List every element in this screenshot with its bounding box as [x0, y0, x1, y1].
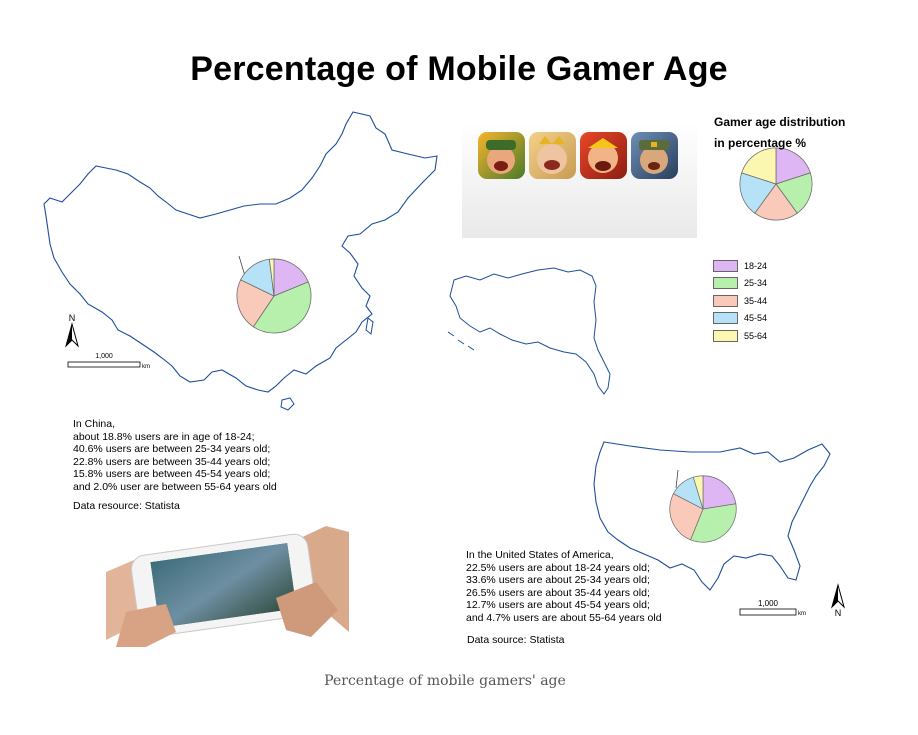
china-line: 22.8% users are between 35-44 years old; — [73, 455, 271, 468]
legend-item-55-64: 55-64 — [713, 327, 813, 345]
legend-swatch — [713, 312, 738, 325]
us-outline — [593, 441, 831, 591]
phone-game-photo — [106, 512, 349, 647]
us-line: In the United States of America, — [466, 549, 614, 561]
legend-item-25-34: 25-34 — [713, 275, 813, 293]
legend-swatch — [713, 277, 738, 290]
aleutian-islands — [447, 331, 475, 351]
china-description: In China, about 18.8% users are in age o… — [73, 418, 333, 494]
china-north-label: N — [69, 313, 76, 323]
legend-title-line2: in percentage % — [714, 136, 807, 150]
us-north-label: N — [835, 608, 842, 618]
china-north-arrow-icon: N — [65, 313, 79, 348]
china-line: about 18.8% users are in age of 18-24; — [73, 430, 255, 443]
hainan-outline — [280, 397, 295, 411]
legend-swatch — [713, 294, 738, 307]
legend-title-line1: Gamer age distribution — [714, 115, 846, 129]
alaska-outline — [449, 267, 611, 395]
china-scale-unit: km — [142, 364, 150, 370]
alaska-map — [447, 267, 611, 395]
pie-slice-55-64 — [692, 475, 704, 510]
us-line: 33.6% users are about 25-34 years old; — [466, 574, 650, 587]
pie-slice-25-34 — [252, 281, 312, 334]
legend-label: 45-54 — [744, 313, 768, 324]
china-scale-bar: 1,000 km — [67, 353, 150, 370]
pie-slice-45-54 — [739, 172, 777, 214]
us-description: In the United States of America, 22.5% u… — [466, 549, 726, 625]
us-scale-bar: 1,000 km — [739, 599, 806, 617]
game-icon-barbarian — [580, 132, 627, 179]
china-map — [43, 111, 438, 411]
pie-slice-18-24 — [702, 475, 737, 510]
pie-slice-55-64 — [268, 258, 275, 297]
china-line: 40.6% users are between 25-34 years old; — [73, 443, 271, 456]
legend-label: 55-64 — [744, 330, 768, 341]
legend-label: 25-34 — [744, 278, 768, 289]
pie-slice-35-44 — [754, 183, 798, 221]
legend-swatch — [713, 329, 738, 342]
game-icon-king — [529, 132, 576, 179]
legend-swatch — [713, 259, 738, 272]
pie-slice-25-34 — [775, 172, 813, 214]
china-data-source: Data resource: Statista — [73, 500, 180, 512]
legend-title: Gamer age distribution in percentage % — [714, 112, 874, 154]
taiwan-outline — [365, 317, 374, 335]
legend-item-45-54: 45-54 — [713, 310, 813, 328]
page-title: Percentage of Mobile Gamer Age — [190, 50, 728, 88]
us-line: 26.5% users are about 35-44 years old; — [466, 586, 650, 599]
pie-slice-18-24 — [775, 147, 811, 185]
legend-item-18-24: 18-24 — [713, 257, 813, 275]
game-icon-soldier — [478, 132, 525, 179]
us-scale-unit: km — [798, 611, 806, 617]
legend-pie-chart — [739, 147, 813, 221]
china-pie-chart — [236, 258, 312, 334]
pie-slice-55-64 — [741, 147, 777, 185]
us-map — [593, 441, 831, 591]
us-data-source: Data source: Statista — [467, 634, 565, 646]
legend-item-35-44: 35-44 — [713, 292, 813, 310]
legend-label: 35-44 — [744, 295, 768, 306]
us-north-arrow-icon: N — [831, 583, 845, 618]
china-scale-label: 1,000 — [95, 353, 113, 360]
pie-slice-18-24 — [273, 258, 309, 297]
pie-slice-35-44 — [669, 493, 704, 541]
us-line: and 4.7% users are about 55-64 years old — [466, 611, 662, 624]
us-pie-chart — [669, 475, 737, 543]
china-line: and 2.0% user are between 55-64 years ol… — [73, 480, 277, 493]
us-scale-label: 1,000 — [758, 599, 779, 608]
china-line: In China, — [73, 418, 116, 430]
legend-label: 18-24 — [744, 260, 768, 271]
china-line: 15.8% users are between 45-54 years old; — [73, 468, 271, 481]
figure-caption: Percentage of mobile gamers' age — [324, 673, 566, 689]
china-outline — [43, 111, 438, 393]
legend: 18-24 25-34 35-44 45-54 55-64 — [713, 257, 813, 345]
us-line: 22.5% users are about 18-24 years old; — [466, 561, 650, 574]
game-icons-panel — [462, 122, 697, 238]
us-line: 12.7% users are about 45-54 years old; — [466, 599, 650, 612]
game-icon-general — [631, 132, 678, 179]
pie-slice-25-34 — [690, 503, 737, 543]
